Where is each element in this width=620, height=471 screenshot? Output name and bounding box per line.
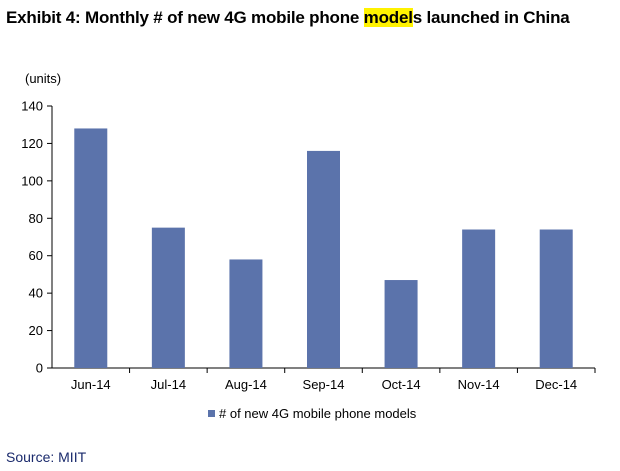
bar-chart: (units) 0 20 40 60 80 100 120 140 Jun-14 Jul-14 Au…	[21, 71, 596, 421]
legend-label: # of new 4G mobile phone models	[219, 406, 417, 421]
y-tick-label: 120	[21, 136, 43, 151]
bar	[384, 280, 418, 368]
legend-swatch	[208, 410, 215, 417]
x-tick-label: Dec-14	[535, 377, 577, 392]
y-tick-label: 20	[29, 323, 43, 338]
title-suffix: s launched in China	[412, 8, 570, 27]
x-tick-label: Jun-14	[71, 377, 111, 392]
title-highlight: model	[363, 8, 413, 27]
x-tick-label: Oct-14	[382, 377, 421, 392]
y-tick-label: 0	[36, 361, 43, 376]
y-tick-label: 40	[29, 286, 43, 301]
bar	[307, 150, 340, 368]
title-prefix: Exhibit 4: Monthly # of new 4G mobile ph…	[6, 8, 364, 27]
bar	[74, 128, 108, 368]
y-axis-units-label: (units)	[25, 71, 61, 86]
bar	[539, 229, 573, 368]
x-tick-label: Sep-14	[303, 377, 345, 392]
source-note: Source: MIIT	[6, 449, 87, 465]
y-tick-label: 60	[29, 248, 43, 263]
x-tick-label: Aug-14	[225, 377, 267, 392]
bar	[462, 229, 496, 368]
x-tick-label: Jul-14	[151, 377, 186, 392]
x-tick-label: Nov-14	[458, 377, 500, 392]
y-tick-label: 140	[21, 99, 43, 114]
bar	[151, 227, 185, 368]
plot-area: 0 20 40 60 80 100 120 140 Jun-14 Jul-14 Aug-14 Sep-…	[21, 99, 596, 421]
chart-title: Exhibit 4: Monthly # of new 4G mobile ph…	[6, 8, 570, 28]
y-tick-label: 100	[21, 173, 43, 188]
bar	[229, 259, 263, 368]
y-tick-label: 80	[29, 211, 43, 226]
